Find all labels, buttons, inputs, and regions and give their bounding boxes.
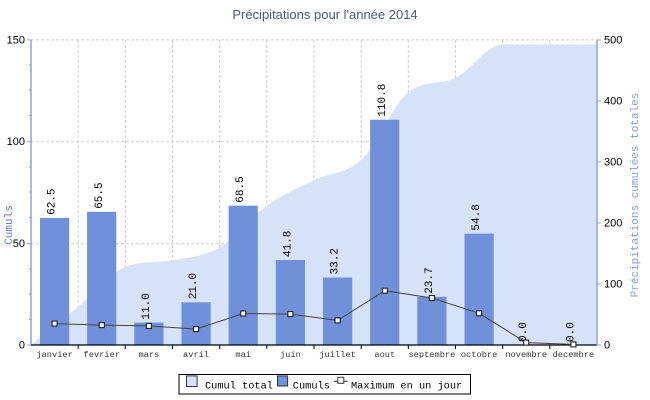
svg-text:41.8: 41.8 — [282, 231, 294, 257]
svg-text:Cumuls: Cumuls — [293, 380, 330, 392]
svg-text:65.5: 65.5 — [94, 182, 106, 208]
svg-text:Maximum en un jour: Maximum en un jour — [351, 380, 462, 392]
svg-text:novembre: novembre — [505, 350, 547, 360]
svg-text:500: 500 — [604, 35, 622, 47]
svg-text:400: 400 — [604, 96, 622, 108]
svg-text:avril: avril — [183, 350, 209, 360]
svg-text:54.8: 54.8 — [471, 204, 483, 230]
svg-text:decembre: decembre — [553, 350, 595, 360]
svg-text:33.2: 33.2 — [330, 248, 342, 274]
svg-text:Précipitations pour l'année 20: Précipitations pour l'année 2014 — [232, 7, 417, 22]
svg-text:Cumuls: Cumuls — [4, 205, 16, 245]
svg-text:21.0: 21.0 — [188, 273, 200, 299]
svg-text:62.5: 62.5 — [47, 188, 59, 214]
svg-text:100: 100 — [7, 136, 25, 148]
svg-text:0.0: 0.0 — [565, 322, 577, 342]
svg-text:0: 0 — [19, 340, 25, 352]
svg-text:mai: mai — [235, 350, 251, 360]
svg-text:110.8: 110.8 — [377, 84, 389, 117]
svg-text:janvier: janvier — [36, 350, 73, 360]
svg-text:11.0: 11.0 — [141, 293, 153, 319]
svg-text:octobre: octobre — [461, 350, 498, 360]
svg-text:aout: aout — [374, 350, 395, 360]
svg-text:200: 200 — [604, 218, 622, 230]
svg-text:Cumul total: Cumul total — [205, 380, 273, 392]
svg-text:Précipitations cumulées totale: Précipitations cumulées totales — [630, 93, 642, 298]
svg-text:juin: juin — [280, 350, 301, 360]
svg-text:0: 0 — [604, 340, 610, 352]
svg-text:mars: mars — [138, 350, 159, 360]
svg-text:150: 150 — [7, 34, 25, 46]
svg-text:fevrier: fevrier — [84, 350, 121, 360]
svg-text:septembre: septembre — [408, 350, 455, 360]
svg-text:68.5: 68.5 — [235, 176, 247, 202]
svg-text:100: 100 — [604, 279, 622, 291]
svg-text:300: 300 — [604, 157, 622, 169]
svg-text:juillet: juillet — [319, 350, 356, 360]
svg-text:23.7: 23.7 — [424, 267, 436, 293]
